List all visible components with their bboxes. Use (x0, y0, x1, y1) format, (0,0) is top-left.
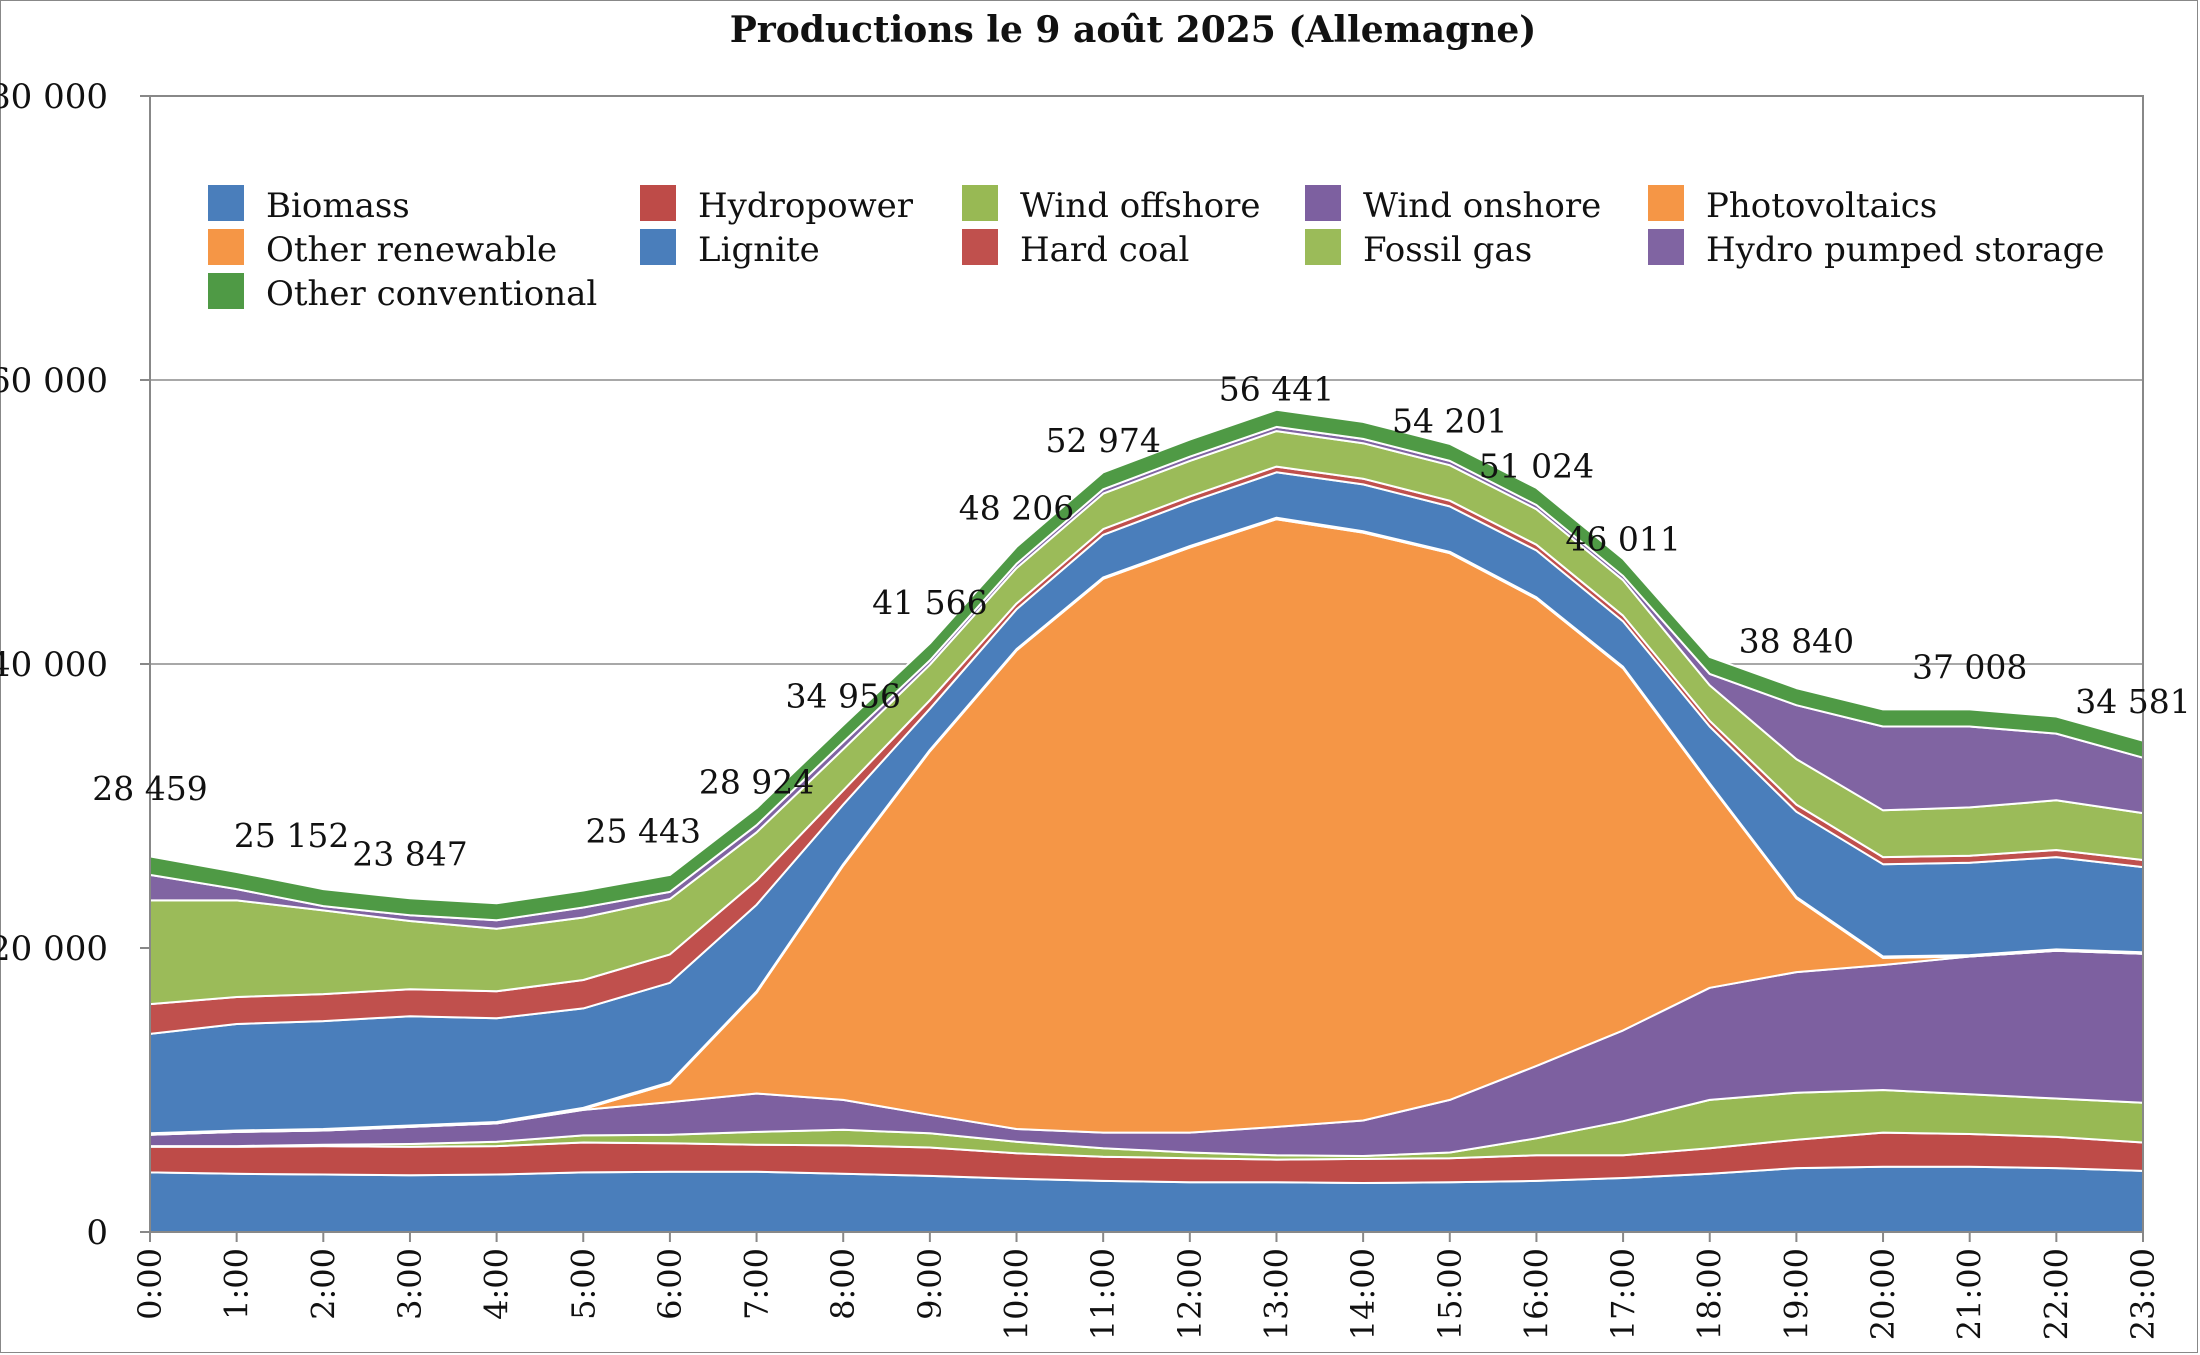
legend-label: Photovoltaics (1706, 186, 1937, 226)
total-label: 41 566 (872, 583, 987, 622)
legend-label: Hydropower (698, 186, 914, 226)
y-tick-label: 20 000 (0, 929, 108, 969)
total-label: 51 024 (1479, 446, 1594, 485)
total-label: 37 008 (1912, 647, 2027, 686)
total-label: 54 201 (1392, 401, 1507, 440)
legend-label: Fossil gas (1363, 230, 1532, 270)
y-tick-label: 80 000 (0, 77, 108, 117)
x-tick-label: 19:00 (1777, 1248, 1815, 1340)
legend-swatch (1305, 229, 1341, 265)
legend-swatch (640, 229, 676, 265)
legend-label: Wind onshore (1363, 186, 1601, 226)
legend-swatch (1305, 185, 1341, 221)
x-tick-label: 7:00 (738, 1248, 776, 1320)
total-label: 34 956 (785, 677, 900, 716)
legend-label: Hydro pumped storage (1706, 230, 2105, 270)
total-label: 28 924 (699, 762, 814, 801)
total-label: 52 974 (1045, 421, 1160, 460)
legend-swatch (208, 185, 244, 221)
x-tick-label: 8:00 (824, 1248, 862, 1320)
x-tick-label: 11:00 (1084, 1248, 1122, 1340)
x-tick-label: 4:00 (478, 1248, 516, 1320)
x-tick-label: 16:00 (1517, 1248, 1555, 1340)
total-labels: 28 459 25 152 23 847 25 443 28 924 34 956 41 5… (92, 370, 2190, 874)
x-tick-label: 1:00 (218, 1248, 256, 1320)
x-tick-label: 17:00 (1604, 1248, 1642, 1340)
total-label: 38 840 (1739, 621, 1854, 660)
x-tick-label: 22:00 (2037, 1248, 2075, 1340)
x-tick-label: 10:00 (998, 1248, 1036, 1340)
legend-swatch (962, 229, 998, 265)
legend-swatch (208, 229, 244, 265)
legend-swatch (208, 273, 244, 309)
x-tick-label: 5:00 (564, 1248, 602, 1320)
x-tick-label: 21:00 (1951, 1248, 1989, 1340)
legend-swatch (1648, 185, 1684, 221)
legend-swatch (640, 185, 676, 221)
x-tick-label: 23:00 (2124, 1248, 2162, 1340)
x-tick-label: 6:00 (651, 1248, 689, 1320)
total-label: 28 459 (92, 769, 207, 808)
total-label: 23 847 (352, 834, 467, 873)
x-tick-label: 18:00 (1691, 1248, 1729, 1340)
stacked-areas (149, 408, 2144, 1233)
total-label: 46 011 (1565, 520, 1680, 559)
total-label: 25 443 (586, 812, 701, 851)
x-tick-label: 0:00 (131, 1248, 169, 1320)
x-tick-label: 13:00 (1257, 1248, 1295, 1340)
y-tick-label: 60 000 (0, 361, 108, 401)
y-tick-label: 40 000 (0, 645, 108, 685)
legend-label: Other renewable (266, 230, 557, 270)
x-tick-label: 14:00 (1344, 1248, 1382, 1340)
legend-swatch (1648, 229, 1684, 265)
y-axis: 0 20 000 40 000 60 000 80 000 (0, 77, 150, 1253)
total-label: 25 152 (234, 816, 349, 855)
legend: Biomass Hydropower Wind offshore Wind onsho… (208, 185, 2105, 314)
total-label: 34 581 (2075, 682, 2190, 721)
legend-label: Biomass (266, 186, 410, 226)
total-label: 56 441 (1219, 370, 1334, 409)
y-tick-label: 0 (86, 1213, 108, 1253)
x-axis: 0:00 1:00 2:00 3:00 4:00 5:00 6:00 7:00 8:00 9:00… (131, 1232, 2162, 1340)
legend-label: Lignite (698, 230, 820, 270)
x-tick-label: 20:00 (1864, 1248, 1902, 1340)
legend-swatch (962, 185, 998, 221)
x-tick-label: 2:00 (304, 1248, 342, 1320)
x-tick-label: 3:00 (391, 1248, 429, 1320)
chart-title: Productions le 9 août 2025 (Allemagne) (730, 9, 1537, 51)
legend-label: Wind offshore (1020, 186, 1261, 226)
legend-label: Hard coal (1020, 230, 1189, 270)
total-label: 48 206 (959, 488, 1074, 527)
x-tick-label: 15:00 (1431, 1248, 1469, 1340)
x-tick-label: 12:00 (1171, 1248, 1209, 1340)
x-tick-label: 9:00 (911, 1248, 949, 1320)
legend-label: Other conventional (266, 274, 597, 314)
